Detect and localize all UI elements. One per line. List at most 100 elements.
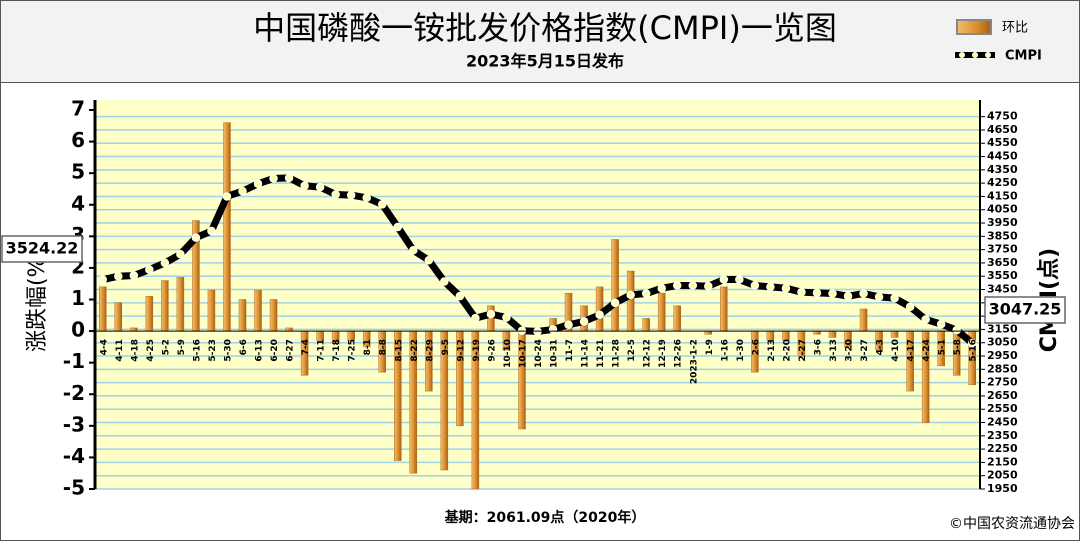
x-tick-label: 8-15 [394,339,404,362]
marker [890,293,899,303]
bar [487,305,495,332]
x-tick-label: 11-28 [612,339,622,368]
chart-title: 中国磷酸一铵批发价格指数(CMPI)一览图 [253,9,837,47]
marker [502,313,511,322]
x-tick-label: 8-29 [425,339,435,362]
y-tick-label: -2 [63,381,85,405]
y2-tick-label: 2350 [987,429,1018,442]
y2-tick-label: 4650 [987,123,1018,136]
x-tick-label: 6-20 [270,339,280,362]
bar [114,302,123,332]
marker [781,283,791,293]
legend-label: 环比 [1002,21,1028,36]
marker [393,222,403,232]
x-tick-label: 6-13 [255,339,265,362]
marker [750,281,760,290]
x-tick-label: 3-6 [813,339,823,355]
legend-marker [959,52,965,58]
marker [719,275,729,284]
marker [114,271,123,281]
bar [626,270,635,332]
x-tick-label: 12-12 [643,339,653,368]
x-tick-label: 4-18 [130,339,140,362]
y2-tick-label: 3150 [987,322,1018,335]
marker [641,289,651,298]
marker [409,246,418,255]
x-tick-label: 4-11 [115,339,125,362]
marker [129,271,139,280]
y2-tick-label: 2550 [987,402,1018,415]
x-tick-label: 5-23 [208,339,218,362]
y2-tick-label: 4150 [987,189,1018,202]
marker [284,173,294,183]
x-tick-label: 12-19 [658,339,668,368]
chart-subtitle: 2023年5月15日发布 [466,52,624,71]
x-tick-label: 4-17 [907,339,917,362]
marker [936,319,946,329]
x-tick-label: 2-6 [751,339,761,355]
marker [579,317,589,326]
marker [98,275,108,284]
x-tick-label: 8-1 [363,339,373,355]
x-tick-label: 3-13 [829,339,839,362]
y-tick-label: 4 [71,191,85,215]
marker [672,281,682,290]
bar [145,296,154,332]
marker [253,179,263,189]
x-tick-label: 7-25 [348,339,358,362]
marker [921,315,930,324]
x-tick-label: 7-4 [301,339,311,355]
x-tick-label: 4-24 [922,339,932,362]
y-tick-label: 7 [71,97,85,121]
marker [967,338,977,348]
x-tick-label: 1-9 [705,339,715,355]
marker [657,283,666,293]
y-tick-label: -3 [63,412,85,436]
x-tick-label: 10-31 [550,339,560,368]
x-tick-label: 11-21 [596,339,606,368]
marker [688,281,698,290]
x-tick-label: 2-27 [798,339,808,362]
bar [611,239,619,332]
marker [626,290,635,300]
x-tick-label: 11-14 [581,339,591,368]
y-tick-label: -5 [63,476,85,500]
x-tick-label: 3-20 [845,339,855,362]
x-tick-label: 4-10 [891,339,901,362]
x-tick-label: 10-24 [534,339,544,368]
legend-swatch [956,19,992,35]
y2-tick-label: 3850 [987,229,1018,242]
x-tick-label: 5-16 [192,339,202,362]
x-tick-label: 9-26 [487,339,497,362]
y2-tick-label: 2950 [987,349,1018,362]
marker [269,174,278,183]
x-tick-label: 5-2 [161,339,171,355]
y2-tick-label: 3550 [987,269,1018,282]
x-tick-label: 3-27 [860,339,870,362]
bar [673,305,681,332]
x-tick-label: 9-5 [441,339,451,355]
marker [315,182,325,192]
marker [440,277,449,286]
bar [269,299,278,332]
y2-tick-label: 3950 [987,216,1018,229]
x-tick-label: 7-11 [317,339,327,362]
marker [424,256,434,265]
x-tick-label: 8-22 [410,339,420,362]
y2-tick-label: 3050 [987,336,1018,349]
bar [859,308,868,332]
marker [455,291,465,301]
marker [952,325,961,335]
y-tick-label: -4 [63,444,85,468]
y-tick-label: 0 [71,318,85,342]
x-tick-label: 4-4 [99,339,109,355]
y-tick-label: -1 [63,349,85,373]
bar [207,289,216,332]
bar [657,292,666,332]
marker [377,200,387,209]
x-tick-label: 9-19 [472,339,482,362]
marker [595,310,604,320]
marker [704,281,713,291]
y-tick-label: 5 [71,160,85,184]
source: ©中国农资流通协会 [949,516,1075,532]
